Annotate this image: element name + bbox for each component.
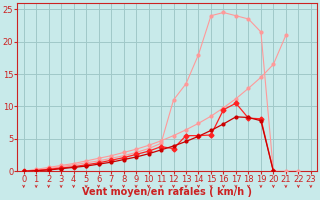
- X-axis label: Vent moyen/en rafales ( km/h ): Vent moyen/en rafales ( km/h ): [82, 187, 252, 197]
